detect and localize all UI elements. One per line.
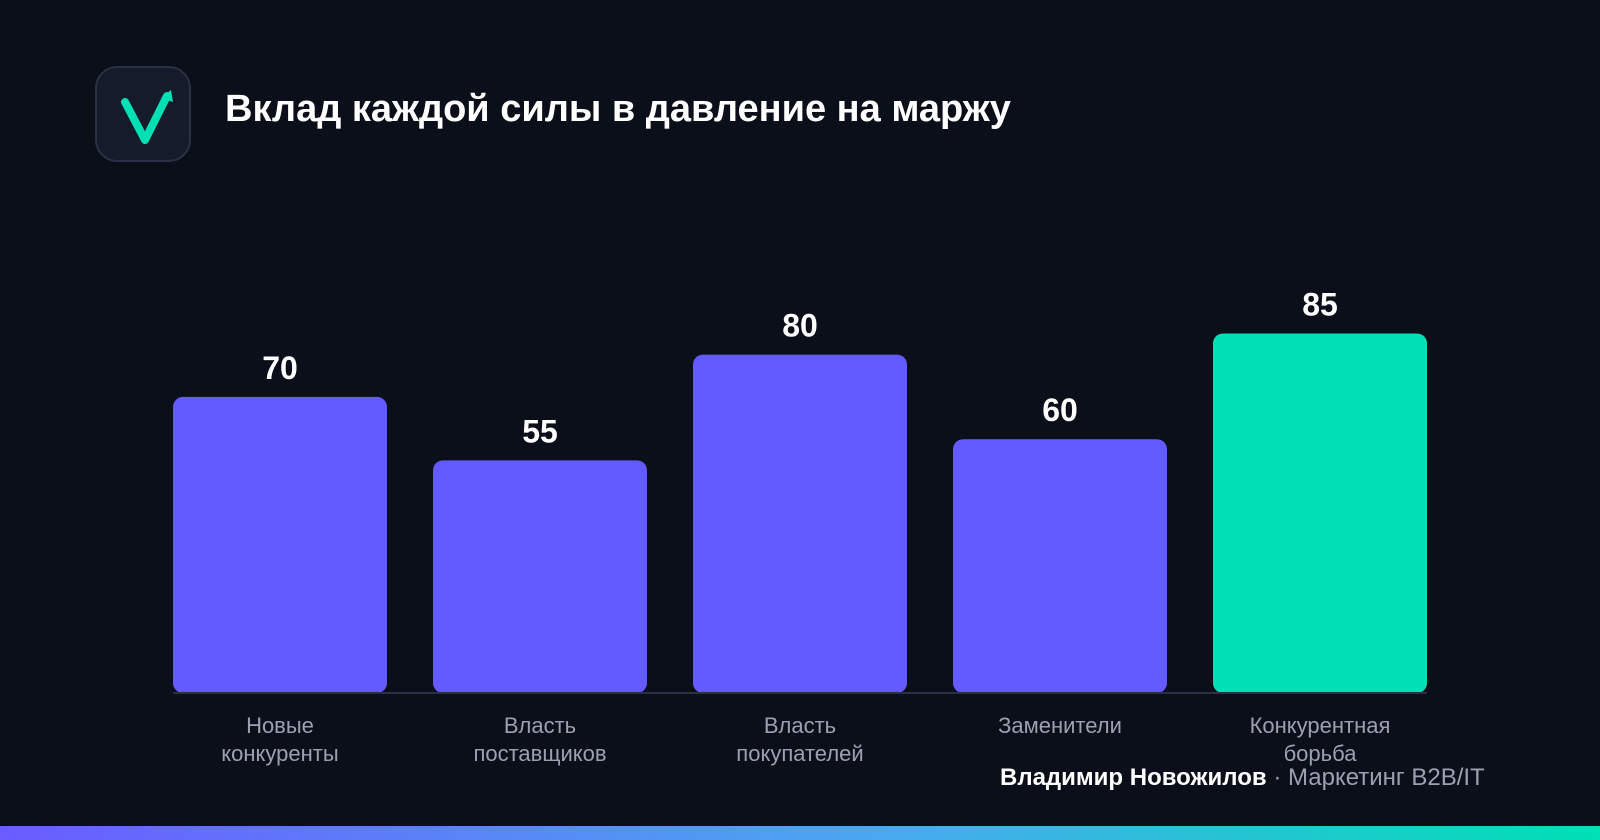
bottom-gradient-bar xyxy=(0,826,1600,840)
footer: Владимир Новожилов · Маркетинг B2B/IT xyxy=(1000,764,1485,792)
value-label-1: 70 xyxy=(262,350,298,386)
value-label-5: 85 xyxy=(1302,286,1338,322)
bar-chart: 70 Новые конкуренты 55 Власть поставщиков 80 Вл… xyxy=(173,286,1427,766)
logo xyxy=(95,66,191,162)
category-label-line: Власть xyxy=(764,713,836,738)
category-label-3: Власть покупателей xyxy=(736,713,863,766)
footer-author: Владимир Новожилов xyxy=(1000,764,1267,791)
category-label-4: Заменители xyxy=(998,713,1122,738)
category-label-line: Конкурентная xyxy=(1250,713,1391,738)
bar-1 xyxy=(173,396,387,693)
bar-3 xyxy=(693,354,907,693)
value-label-3: 80 xyxy=(782,308,818,344)
category-label-line: борьба xyxy=(1284,741,1358,766)
category-label-line: конкуренты xyxy=(221,741,338,766)
category-label-5: Конкурентная борьба xyxy=(1250,713,1391,766)
bar-4 xyxy=(953,439,1167,693)
category-label-line: Новые xyxy=(246,713,314,738)
bar-5 xyxy=(1213,333,1427,693)
category-label-1: Новые конкуренты xyxy=(221,713,338,766)
footer-role: Маркетинг B2B/IT xyxy=(1287,764,1485,791)
bar-2 xyxy=(433,460,647,693)
category-label-line: покупателей xyxy=(736,741,863,766)
category-label-line: поставщиков xyxy=(473,741,606,766)
page-title: Вклад каждой силы в давление на маржу xyxy=(225,88,1011,130)
value-label-2: 55 xyxy=(522,413,558,449)
category-label-line: Власть xyxy=(504,713,576,738)
value-label-4: 60 xyxy=(1042,392,1078,428)
category-label-2: Власть поставщиков xyxy=(473,713,606,766)
category-label-line: Заменители xyxy=(998,713,1122,738)
footer-separator: · xyxy=(1273,764,1282,791)
checkmark-arrow-icon xyxy=(121,90,173,144)
